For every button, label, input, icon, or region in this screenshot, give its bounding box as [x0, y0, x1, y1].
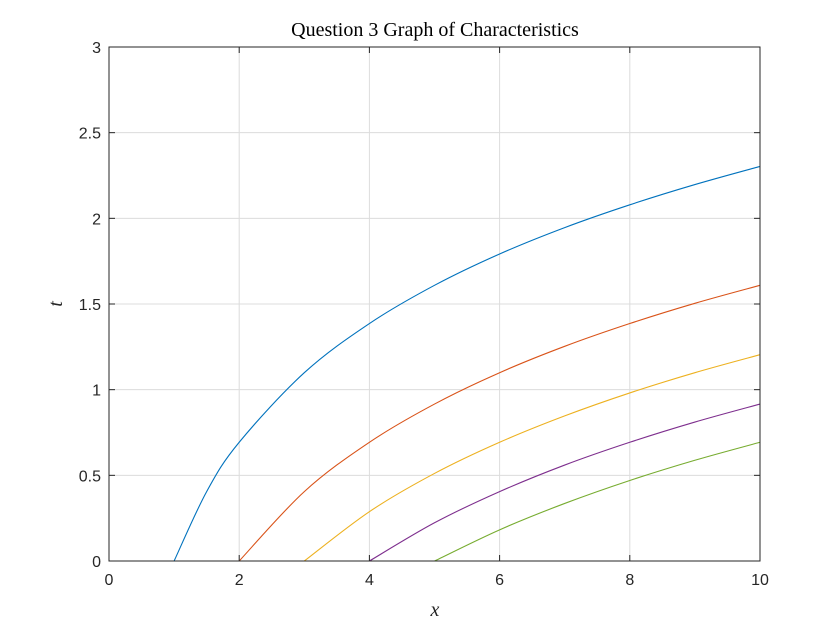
- series-group: [173, 165, 761, 562]
- series-line-1: [173, 165, 761, 562]
- y-tick-label: 3: [92, 40, 101, 57]
- ticks: [108, 46, 761, 562]
- y-tick-label: 1.5: [79, 297, 101, 314]
- y-tick-label: 1: [92, 383, 101, 400]
- x-tick-label: 0: [105, 572, 114, 589]
- y-tick-label: 0.5: [79, 468, 101, 485]
- series-line-5: [434, 441, 761, 562]
- series-line-2: [238, 284, 761, 562]
- y-tick-label: 0: [92, 554, 101, 571]
- y-tick-label: 2.5: [79, 126, 101, 143]
- x-tick-label: 6: [495, 572, 504, 589]
- x-tick-label: 10: [751, 572, 769, 589]
- x-tick-label: 4: [365, 572, 374, 589]
- series-line-3: [303, 354, 761, 562]
- x-axis-label: x: [430, 599, 440, 621]
- x-tick-label: 8: [625, 572, 634, 589]
- y-axis-label: t: [45, 301, 67, 307]
- x-tick-labels: 0 2 4 6 8 10: [105, 572, 769, 589]
- x-tick-label: 2: [235, 572, 244, 589]
- y-tick-label: 2: [92, 211, 101, 228]
- y-tick-labels: 0 0.5 1 1.5 2 2.5 3: [79, 40, 101, 571]
- series-line-4: [369, 403, 761, 562]
- grid: [108, 46, 761, 562]
- chart-title: Question 3 Graph of Characteristics: [291, 19, 579, 41]
